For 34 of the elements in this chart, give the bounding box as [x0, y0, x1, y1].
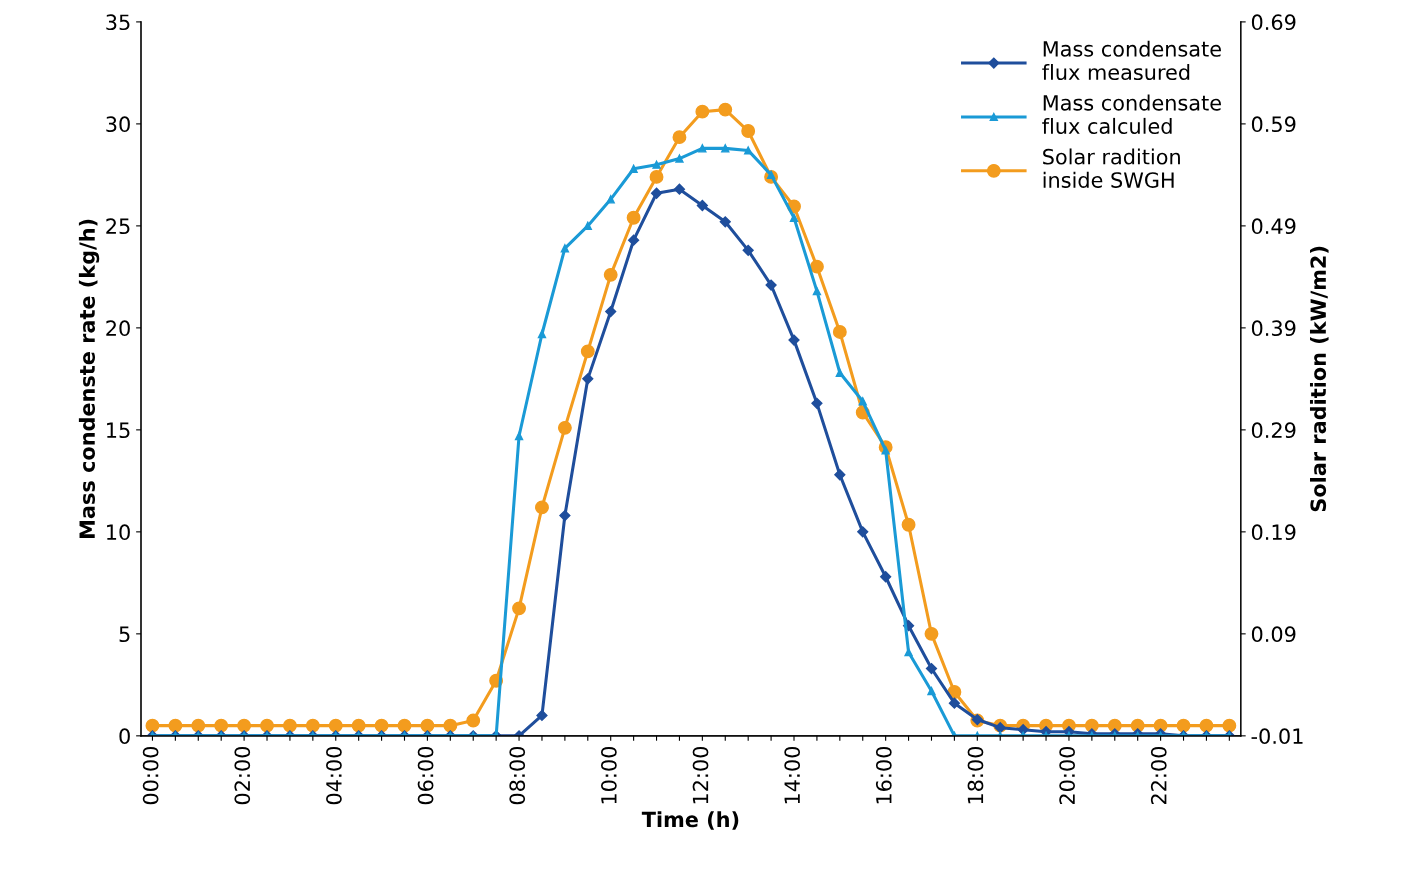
x-tick-label: 16:00 — [875, 746, 892, 804]
y2-tick-label: 0.59 — [1251, 116, 1296, 133]
y2-tick-label: 0.19 — [1251, 524, 1296, 541]
y-tick-label: 25 — [106, 218, 130, 235]
y-tick-label: 30 — [106, 116, 130, 133]
y2-tick-label: 0.49 — [1251, 218, 1296, 235]
x-tick-label: 12:00 — [692, 746, 709, 804]
legend-label: Mass condensate flux calculed — [1042, 94, 1221, 135]
x-tick-label: 10:00 — [600, 746, 617, 804]
y-tick-label: 20 — [106, 320, 130, 337]
y-tick-label: 10 — [107, 524, 130, 541]
y-tick-label: 15 — [107, 422, 130, 439]
y2-axis-title: Solar radition (kW/m2) — [1309, 246, 1329, 512]
x-tick-label: 02:00 — [234, 746, 251, 805]
x-tick-label: 04:00 — [326, 746, 342, 805]
y2-tick-label: -0.01 — [1251, 728, 1303, 745]
x-tick-label: 00:00 — [142, 746, 159, 805]
x-axis-title: Time (h) — [641, 811, 739, 830]
legend-label: Solar radition inside SWGH — [1043, 148, 1180, 188]
y2-tick-label: 0.29 — [1251, 422, 1296, 439]
x-tick-label: 22:00 — [1150, 746, 1167, 805]
x-tick-label: 20:00 — [1059, 746, 1075, 805]
y-tick-label: 5 — [119, 626, 130, 643]
x-tick-label: 06:00 — [417, 746, 434, 805]
y2-tick-label: 0.39 — [1251, 320, 1296, 337]
x-tick-label: 14:00 — [784, 746, 801, 804]
y2-tick-label: 0.09 — [1251, 626, 1296, 643]
y-axis-title: Mass condenste rate (kg/h) — [78, 219, 100, 538]
y2-tick-label: 0.69 — [1251, 14, 1296, 31]
x-tick-label: 08:00 — [509, 746, 526, 805]
y-tick-label: 35 — [106, 14, 130, 31]
x-tick-label: 18:00 — [967, 746, 984, 804]
y-tick-label: 0 — [119, 728, 130, 745]
legend-label: Mass condensate flux measured — [1042, 40, 1221, 81]
